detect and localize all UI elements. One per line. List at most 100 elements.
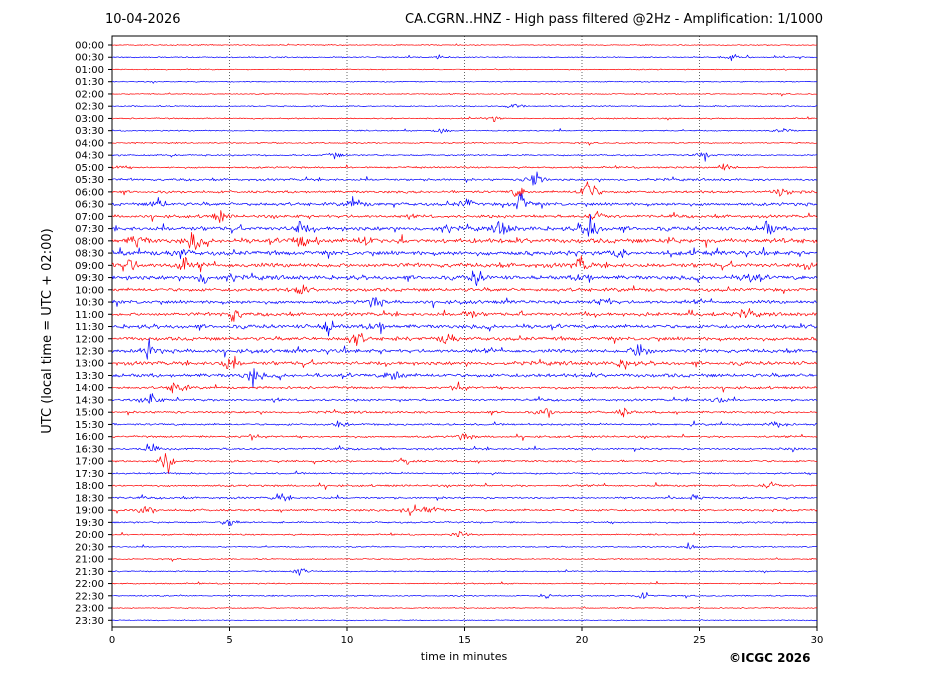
- y-tick-label: 11:30: [75, 322, 104, 333]
- y-tick-label: 01:00: [75, 65, 104, 76]
- seismic-trace: [111, 43, 818, 46]
- seismic-trace: [111, 606, 818, 609]
- seismic-trace: [111, 393, 818, 404]
- seismic-trace: [111, 80, 818, 84]
- y-tick-label: 06:00: [75, 187, 104, 198]
- y-tick-label: 07:00: [75, 212, 104, 223]
- y-tick-label: 22:00: [75, 579, 104, 590]
- seismic-trace: [111, 214, 818, 237]
- seismic-trace: [111, 568, 818, 576]
- seismic-trace: [111, 171, 818, 186]
- y-tick-label: 12:00: [75, 334, 104, 345]
- x-tick-label: 25: [693, 635, 706, 646]
- x-tick-label: 15: [458, 635, 471, 646]
- seismic-trace: [111, 493, 818, 502]
- seismic-trace: [111, 297, 818, 309]
- y-tick-label: 09:30: [75, 273, 104, 284]
- y-tick-label: 00:00: [75, 41, 104, 52]
- y-tick-label: 00:30: [75, 53, 104, 64]
- seismic-trace: [111, 542, 818, 550]
- seismic-trace: [111, 141, 818, 146]
- seismic-trace: [111, 181, 818, 197]
- y-tick-label: 10:30: [75, 298, 104, 309]
- x-tick-label: 20: [576, 635, 589, 646]
- seismic-trace: [111, 210, 818, 223]
- y-tick-label: 07:30: [75, 224, 104, 235]
- y-tick-label: 08:30: [75, 249, 104, 260]
- seismic-trace: [111, 128, 818, 134]
- seismic-trace: [111, 284, 818, 295]
- y-tick-label: 04:30: [75, 151, 104, 162]
- seismic-trace: [111, 332, 818, 347]
- seismic-trace: [111, 519, 818, 527]
- header-date: 10-04-2026: [105, 12, 181, 27]
- seismic-trace: [111, 193, 818, 210]
- seismic-trace: [112, 54, 818, 62]
- y-tick-label: 18:30: [75, 493, 104, 504]
- y-tick-label: 17:00: [75, 457, 104, 468]
- seismic-trace: [111, 531, 818, 537]
- y-tick-label: 02:30: [75, 102, 104, 113]
- seismic-trace: [111, 580, 818, 585]
- seismic-trace: [111, 103, 818, 109]
- x-tick-label: 30: [811, 635, 824, 646]
- seismic-trace: [111, 231, 818, 250]
- seismic-trace: [111, 355, 818, 370]
- y-tick-label: 21:00: [75, 555, 104, 566]
- seismic-trace: [111, 320, 818, 337]
- seismic-trace: [111, 338, 818, 360]
- y-tick-label: 06:30: [75, 200, 104, 211]
- seismic-trace: [111, 443, 818, 453]
- y-tick-label: 17:30: [75, 469, 104, 480]
- y-tick-label: 12:30: [75, 347, 104, 358]
- seismic-trace: [111, 116, 818, 123]
- y-tick-label: 14:30: [75, 395, 104, 406]
- seismic-trace: [111, 255, 818, 273]
- y-tick-label: 19:30: [75, 518, 104, 529]
- y-tick-label: 10:00: [75, 285, 104, 296]
- plot-frame: [111, 35, 818, 628]
- seismic-trace: [112, 246, 818, 260]
- seismic-trace: [111, 481, 818, 490]
- y-tick-label: 19:00: [75, 506, 104, 517]
- y-tick-label: 13:00: [75, 359, 104, 370]
- y-tick-label: 20:00: [75, 530, 104, 541]
- seismic-trace: [111, 92, 818, 97]
- seismic-trace: [111, 368, 817, 389]
- y-tick-label: 14:00: [75, 383, 104, 394]
- seismic-trace: [111, 453, 818, 474]
- y-tick-label: 11:00: [75, 310, 104, 321]
- seismic-trace: [111, 308, 818, 322]
- y-tick-label: 15:00: [75, 408, 104, 419]
- y-tick-label: 15:30: [75, 420, 104, 431]
- seismic-trace: [111, 420, 818, 428]
- y-tick-label: 08:00: [75, 236, 104, 247]
- y-tick-label: 09:00: [75, 261, 104, 272]
- y-tick-label: 01:30: [75, 77, 104, 88]
- seismic-trace: [111, 433, 818, 441]
- y-tick-label: 23:30: [75, 616, 104, 627]
- y-tick-label: 03:30: [75, 126, 104, 137]
- x-tick-label: 0: [109, 635, 115, 646]
- y-tick-label: 18:00: [75, 481, 104, 492]
- copyright-label: ©ICGC 2026: [729, 651, 811, 665]
- y-tick-label: 04:00: [75, 138, 104, 149]
- y-tick-label: 23:00: [75, 604, 104, 615]
- seismic-trace: [111, 470, 817, 476]
- y-tick-label: 03:00: [75, 114, 104, 125]
- y-axis-label: UTC (local time = UTC + 02:00): [40, 228, 55, 434]
- chart-title: CA.CGRN..HNZ - High pass filtered @2Hz -…: [405, 12, 823, 27]
- seismic-trace: [112, 68, 818, 71]
- seismic-trace: [111, 619, 818, 622]
- y-tick-label: 05:00: [75, 163, 104, 174]
- seismic-trace: [111, 163, 818, 171]
- y-tick-label: 16:00: [75, 432, 104, 443]
- seismic-trace: [111, 407, 818, 418]
- seismic-trace: [112, 152, 818, 162]
- y-tick-label: 02:00: [75, 89, 104, 100]
- x-tick-label: 5: [226, 635, 232, 646]
- seismic-trace: [111, 557, 818, 562]
- seismic-trace: [111, 270, 818, 287]
- y-tick-label: 22:30: [75, 591, 104, 602]
